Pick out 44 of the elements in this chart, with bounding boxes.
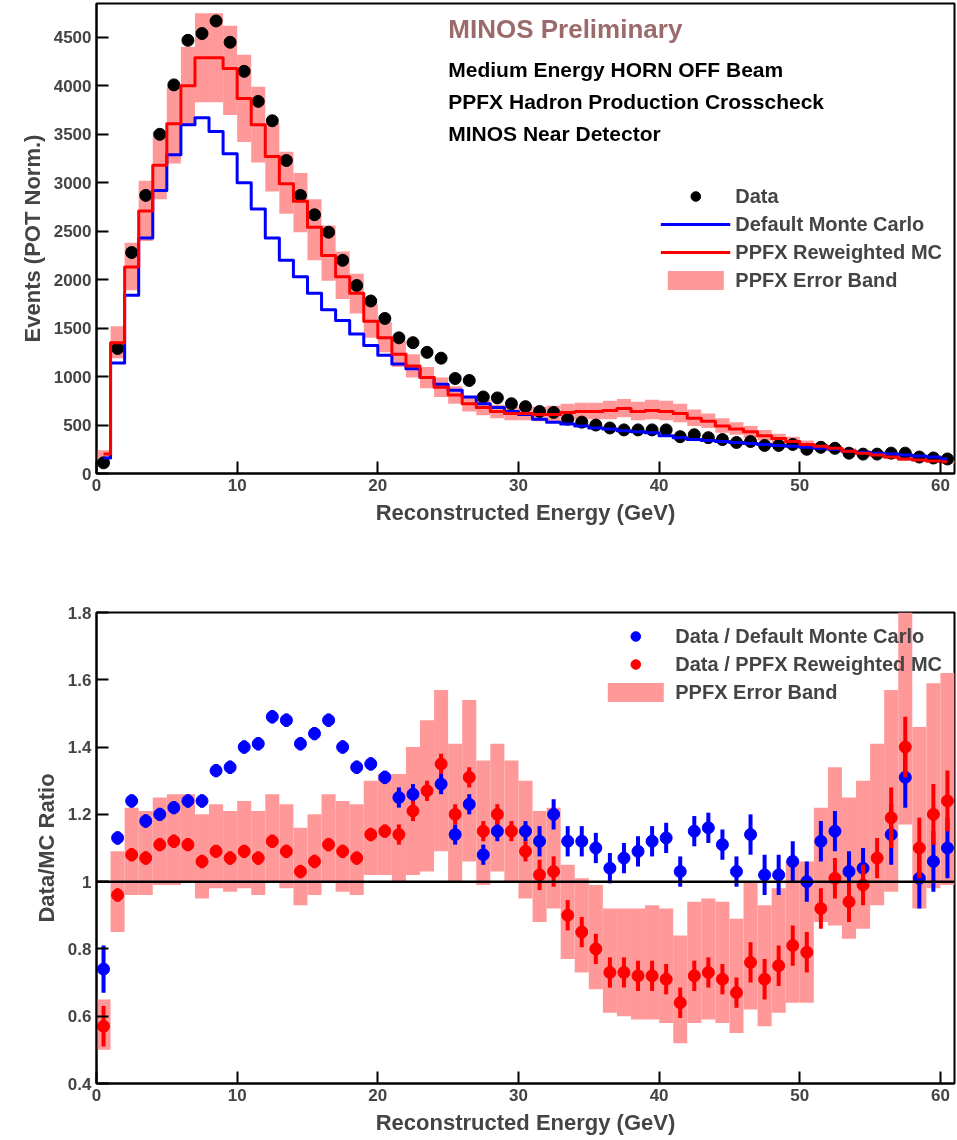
annotation: Medium Energy HORN OFF Beam [448,57,784,81]
y-tick-label: 0.8 [67,939,92,959]
y-tick-label: 2500 [53,222,92,242]
x-tick-label: 20 [368,1085,388,1105]
x-axis-title: Reconstructed Energy (GeV) [375,499,676,525]
legend-label: Default Monte Carlo [735,212,925,236]
y-tick-label: 3000 [53,173,92,193]
x-tick-label: 40 [649,475,669,495]
x-tick-label: 60 [930,475,950,495]
y-tick-label: 0.6 [67,1007,92,1027]
x-tick-label: 30 [509,1085,528,1105]
legend-label: Data [735,184,779,208]
y-tick-label: 1.2 [67,805,92,825]
annotation: MINOS Near Detector [448,121,661,145]
x-tick-label: 60 [930,1085,950,1105]
x-tick-label: 20 [368,475,388,495]
y-tick-label: 500 [63,416,92,436]
x-axis-title: Reconstructed Energy (GeV) [375,1109,676,1135]
legend-label: Data / Default Monte Carlo [675,624,925,648]
y-tick-label: 1000 [53,367,92,387]
y-tick-label: 1.6 [67,670,92,690]
x-tick-label: 30 [509,475,528,495]
y-tick-label: 4500 [53,28,92,48]
y-tick-label: 1.4 [67,738,93,758]
y-axis-title: Data/MC Ratio [33,773,59,923]
legend-label: Data / PPFX Reweighted MC [675,652,942,676]
legend-label: PPFX Error Band [735,268,898,292]
x-tick-label: 10 [227,1085,247,1105]
y-tick-label: 0.4 [67,1074,93,1094]
chart-title: MINOS Preliminary [448,14,683,45]
y-tick-label: 3500 [53,125,92,145]
x-tick-label: 50 [790,1085,810,1105]
x-tick-label: 50 [790,475,810,495]
annotation: PPFX Hadron Production Crosscheck [448,89,825,113]
y-tick-label: 1.8 [67,603,92,623]
y-tick-label: 1 [82,872,92,892]
y-tick-label: 4000 [53,76,92,96]
x-tick-label: 40 [649,1085,669,1105]
legend-label: PPFX Reweighted MC [735,240,942,264]
y-tick-label: 1500 [53,319,92,339]
y-axis-title: Events (POT Norm.) [19,134,45,343]
legend-label: PPFX Error Band [675,680,838,704]
x-tick-label: 10 [227,475,247,495]
y-tick-label: 2000 [53,270,92,290]
